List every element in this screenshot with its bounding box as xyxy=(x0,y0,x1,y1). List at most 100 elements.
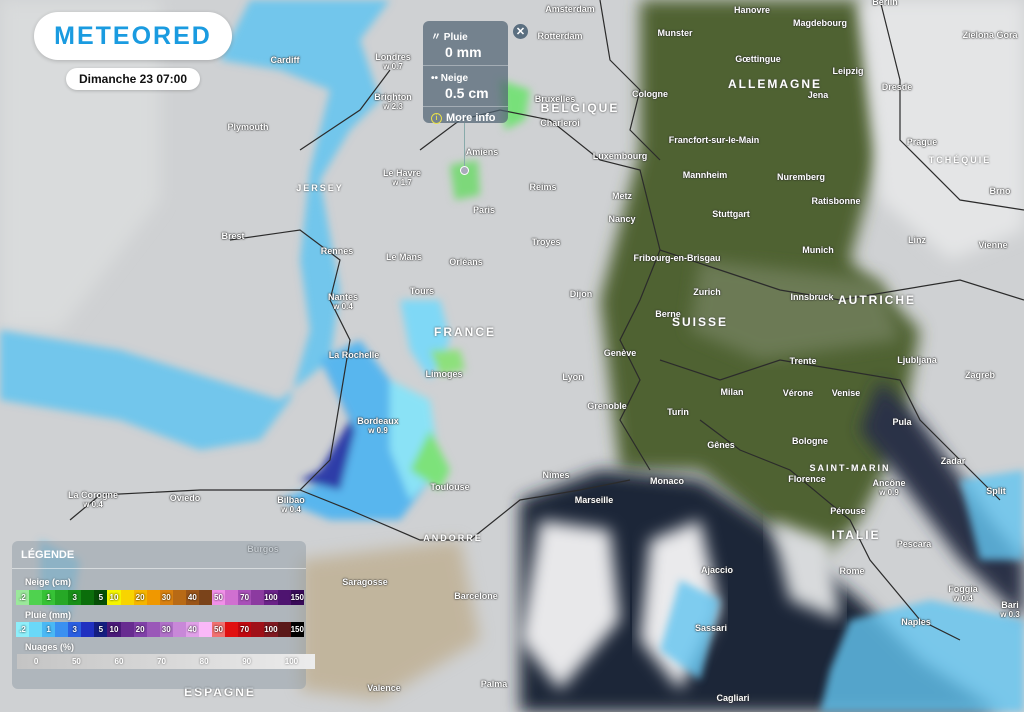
city-label: Nantes w 0.4 xyxy=(328,292,358,312)
city-name: Vérone xyxy=(782,388,814,398)
rain-color-scale: .2 1 3 5 10 20 30 40 50 70 100 150 xyxy=(16,622,304,637)
country-label: AUTRICHE xyxy=(838,293,916,307)
more-info-link[interactable]: i More info xyxy=(431,112,508,124)
city-label: Ratisbonne xyxy=(811,196,860,206)
city-label: Bologne xyxy=(792,436,828,446)
city-label: Pérouse xyxy=(830,506,866,516)
city-name: Troyes xyxy=(531,237,561,247)
snow-color-scale: .2 1 3 5 10 20 30 40 50 70 100 150 xyxy=(16,590,304,605)
city-name: Plymouth xyxy=(227,122,269,132)
city-label: Gênes xyxy=(707,440,735,450)
city-label: Naples xyxy=(901,617,931,627)
city-name: Luxembourg xyxy=(592,151,648,161)
city-name: Dijon xyxy=(569,289,593,299)
scale-swatch xyxy=(198,622,212,637)
city-label: Toulouse xyxy=(430,482,469,492)
city-label: Bordeaux w 0.9 xyxy=(357,416,399,436)
city-name: Berne xyxy=(655,309,681,319)
scale-swatch xyxy=(81,590,95,605)
city-snow-value: w 0.4 xyxy=(281,505,301,514)
city-name: Naples xyxy=(901,617,931,627)
scale-swatch: 1 xyxy=(42,622,56,637)
city-label: Brest xyxy=(221,231,244,241)
city-label: Brno xyxy=(990,186,1011,196)
city-name: Munster xyxy=(657,28,693,38)
city-snow-value: w 0.9 xyxy=(368,426,388,435)
marker-line xyxy=(464,123,465,169)
scale-swatch: 30 xyxy=(159,590,173,605)
city-label: Nancy xyxy=(608,214,635,224)
city-label: Luxembourg xyxy=(593,151,648,161)
city-label: Lyon xyxy=(562,372,583,382)
legend-title: LÉGENDE xyxy=(21,549,75,561)
rain-icon: 〃 xyxy=(431,32,441,43)
close-icon[interactable]: ✕ xyxy=(513,24,528,39)
city-label: Pula xyxy=(892,417,911,427)
meteored-logo[interactable]: METEORED xyxy=(34,12,232,60)
city-name: Ljubljana xyxy=(897,355,937,365)
scale-swatch xyxy=(172,590,186,605)
city-label: Orléans xyxy=(449,257,483,267)
city-snow-value: w 0.4 xyxy=(333,302,353,311)
city-name: Oviedo xyxy=(169,493,201,503)
city-name: Metz xyxy=(612,191,632,201)
city-snow-value: w 0.9 xyxy=(879,488,899,497)
city-name: Nuremberg xyxy=(776,172,826,182)
city-name: Venise xyxy=(831,388,861,398)
city-name: Pula xyxy=(892,417,912,427)
city-name: Zurich xyxy=(693,287,721,297)
city-label: Dresde xyxy=(882,82,913,92)
city-name: Rome xyxy=(839,566,865,576)
city-label: Grenoble xyxy=(587,401,627,411)
scale-swatch xyxy=(120,590,134,605)
city-name: Foggia xyxy=(948,584,978,594)
city-label: Rome xyxy=(839,566,864,576)
city-label: Rotterdam xyxy=(537,31,582,41)
city-name: Zadar xyxy=(940,456,966,466)
scale-swatch: .2 xyxy=(16,590,30,605)
city-label: Cologne xyxy=(632,89,668,99)
city-label: Foggia w 0.4 xyxy=(948,584,978,604)
city-name: Saragosse xyxy=(342,577,388,587)
city-label: Florence xyxy=(788,474,826,484)
city-label: Ljubljana xyxy=(897,355,937,365)
divider xyxy=(12,568,306,569)
city-name: Jena xyxy=(807,90,829,100)
city-name: Le Havre xyxy=(382,168,422,178)
city-name: Gœttingue xyxy=(735,54,781,64)
country-label: FRANCE xyxy=(434,325,496,339)
clouds-tick: 60 xyxy=(114,657,124,666)
city-label: Bari w 0.3 xyxy=(1000,600,1020,620)
city-name: Ratisbonne xyxy=(811,196,861,206)
country-label: SUISSE xyxy=(671,315,729,329)
city-name: Berlin xyxy=(872,0,898,7)
city-snow-value: w 0.4 xyxy=(83,500,103,509)
city-snow-value: w 0.7 xyxy=(383,62,403,71)
scale-swatch: 5 xyxy=(94,590,108,605)
city-name: Rennes xyxy=(320,246,354,256)
scale-swatch: 150 xyxy=(290,622,304,637)
city-name: Bologne xyxy=(792,436,828,446)
city-name: Francfort-sur-le-Main xyxy=(668,135,760,145)
rain-label: Pluie xyxy=(443,32,468,43)
city-label: Nuremberg xyxy=(777,172,825,182)
city-name: Marseille xyxy=(574,495,614,505)
city-snow-value: w 1.7 xyxy=(392,178,412,187)
city-name: Nîmes xyxy=(542,470,570,480)
scale-swatch xyxy=(120,622,134,637)
legend-panel: LÉGENDE Neige (cm) .2 1 3 5 10 20 30 40 50 70 100 1… xyxy=(12,541,315,689)
snow-label: Neige xyxy=(440,73,469,84)
location-marker[interactable] xyxy=(460,166,469,175)
forecast-date-badge[interactable]: Dimanche 23 07:00 xyxy=(66,68,200,90)
city-name: Ajaccio xyxy=(700,565,734,575)
divider xyxy=(423,106,508,107)
city-name: Grenoble xyxy=(587,401,627,411)
forecast-tooltip: 〃 Pluie 0 mm •• Neige 0.5 cm i More info xyxy=(423,21,508,124)
scale-swatch: 10 xyxy=(107,590,121,605)
city-name: Zielona Gora xyxy=(962,30,1018,40)
city-name: Milan xyxy=(720,387,744,397)
divider xyxy=(423,65,508,66)
city-label: Marseille xyxy=(575,495,614,505)
